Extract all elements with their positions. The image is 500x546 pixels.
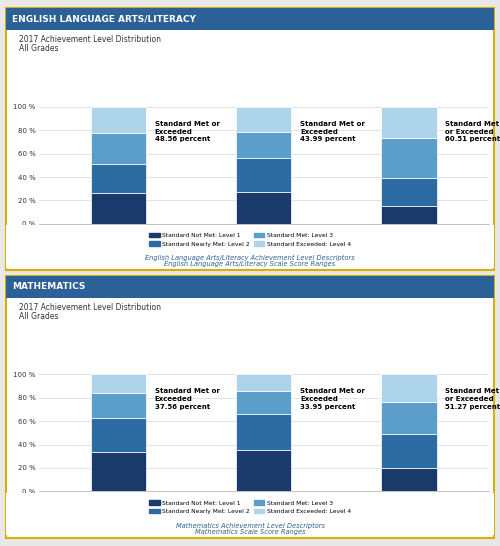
Bar <box>91 452 146 491</box>
Text: 2017 Achievement Level Distribution: 2017 Achievement Level Distribution <box>18 303 161 312</box>
Bar <box>91 375 146 393</box>
Bar <box>382 177 436 206</box>
Bar <box>91 107 146 133</box>
Text: MATHEMATICS: MATHEMATICS <box>12 282 85 291</box>
Text: Mathematics Achievement Level Descriptors: Mathematics Achievement Level Descriptor… <box>176 523 324 529</box>
Bar <box>236 391 292 414</box>
Text: English Language Arts/Literacy Scale Score Ranges: English Language Arts/Literacy Scale Sco… <box>164 261 336 267</box>
Bar <box>382 107 436 138</box>
Bar <box>236 375 292 391</box>
Bar <box>236 107 292 132</box>
Text: Standard Met or
Exceeded
37.56 percent: Standard Met or Exceeded 37.56 percent <box>155 388 220 410</box>
Text: All Grades: All Grades <box>18 312 58 321</box>
Text: English Language Arts/Literacy Achievement Level Descriptors: English Language Arts/Literacy Achieveme… <box>145 255 355 262</box>
Bar <box>382 375 436 402</box>
Bar <box>382 468 436 491</box>
Text: ENGLISH LANGUAGE ARTS/LITERACY: ENGLISH LANGUAGE ARTS/LITERACY <box>12 15 196 23</box>
Legend: Standard Not Met: Level 1, Standard Nearly Met: Level 2, Standard Met: Level 3, : Standard Not Met: Level 1, Standard Near… <box>149 233 351 247</box>
Bar <box>91 193 146 224</box>
Bar <box>236 158 292 192</box>
Text: Standard Met or
Exceeded
48.56 percent: Standard Met or Exceeded 48.56 percent <box>155 121 220 143</box>
Bar <box>382 138 436 177</box>
Bar <box>91 418 146 452</box>
Text: Standard Met
or Exceeded
51.27 percent: Standard Met or Exceeded 51.27 percent <box>446 388 500 410</box>
Text: Standard Met or
Exceeded
43.99 percent: Standard Met or Exceeded 43.99 percent <box>300 121 365 143</box>
Bar <box>382 435 436 468</box>
Bar <box>236 450 292 491</box>
Text: 2017 Achievement Level Distribution: 2017 Achievement Level Distribution <box>18 35 161 44</box>
Text: Standard Met
or Exceeded
60.51 percent: Standard Met or Exceeded 60.51 percent <box>446 121 500 143</box>
Bar <box>236 414 292 450</box>
Bar <box>91 164 146 193</box>
Bar <box>91 393 146 418</box>
Bar <box>236 192 292 224</box>
Bar <box>91 133 146 164</box>
Bar <box>382 206 436 224</box>
Legend: Standard Not Met: Level 1, Standard Nearly Met: Level 2, Standard Met: Level 3, : Standard Not Met: Level 1, Standard Near… <box>149 500 351 514</box>
Text: Mathematics Scale Score Ranges: Mathematics Scale Score Ranges <box>194 529 306 535</box>
Bar <box>236 132 292 158</box>
Bar <box>382 402 436 435</box>
Text: Standard Met or
Exceeded
33.95 percent: Standard Met or Exceeded 33.95 percent <box>300 388 365 410</box>
Text: All Grades: All Grades <box>18 44 58 53</box>
